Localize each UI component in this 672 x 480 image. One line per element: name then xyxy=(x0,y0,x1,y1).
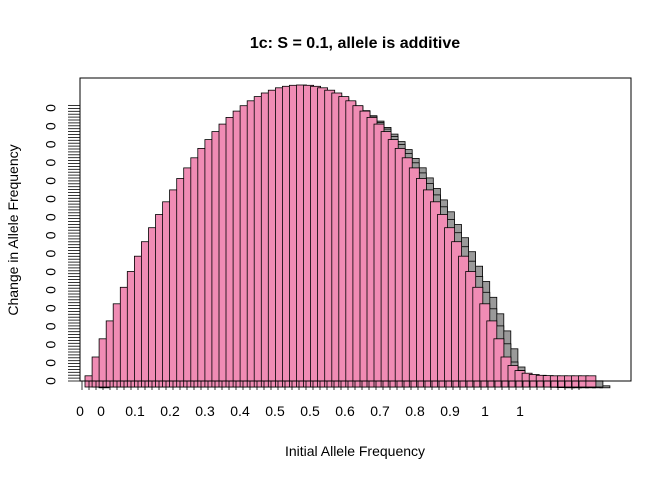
y-tick-label: 0 xyxy=(43,213,59,221)
y-tick-label: 0 xyxy=(43,195,59,203)
y-tick-label: 0 xyxy=(43,286,59,294)
y-tick-label: 0 xyxy=(43,359,59,367)
y-tick-label: 0 xyxy=(43,340,59,348)
y-tick-label: 0 xyxy=(43,322,59,330)
x-tick-label: 0.5 xyxy=(300,403,320,419)
x-tick-label: 1 xyxy=(516,403,524,419)
x-axis-label: Initial Allele Frequency xyxy=(285,443,425,459)
y-tick-label: 0 xyxy=(43,177,59,185)
y-tick-label: 0 xyxy=(43,104,59,112)
y-tick-label: 0 xyxy=(43,231,59,239)
chart-title: 1c: S = 0.1, allele is additive xyxy=(250,35,460,52)
x-tick-label: 0.2 xyxy=(160,403,180,419)
x-tick-label: 0 xyxy=(97,403,105,419)
x-tick-label: 0.8 xyxy=(405,403,425,419)
x-tick-label: 0.1 xyxy=(125,403,145,419)
y-tick-label: 0 xyxy=(43,304,59,312)
y-tick-label: 0 xyxy=(43,122,59,130)
bar-group xyxy=(84,84,611,389)
x-tick-label: 0.9 xyxy=(440,403,460,419)
x-tick-label: 0.3 xyxy=(195,403,215,419)
x-tick-label: 0 xyxy=(76,403,84,419)
y-tick-label: 0 xyxy=(43,268,59,276)
y-tick-label: 0 xyxy=(43,249,59,257)
x-tick-label: 0.6 xyxy=(335,403,355,419)
y-tick-label: 0 xyxy=(43,377,59,385)
y-axis: 0 0 0 0 0 0 0 0 0 0 0 0 0 0 0 0 xyxy=(43,104,80,385)
y-axis-label: Change in Allele Frequency xyxy=(5,144,21,315)
x-axis: 0 0 0.1 0.2 0.3 0.4 0.5 0.5 0.6 0.7 0.8 0.9 1 1 xyxy=(76,381,580,419)
x-tick-label: 0.4 xyxy=(230,403,250,419)
x-tick-label: 1 xyxy=(481,403,489,419)
plot-frame xyxy=(79,77,632,382)
y-tick-label: 0 xyxy=(43,140,59,148)
x-tick-label: 0.5 xyxy=(265,403,285,419)
y-tick-label: 0 xyxy=(43,158,59,166)
x-tick-label: 0.7 xyxy=(370,403,390,419)
